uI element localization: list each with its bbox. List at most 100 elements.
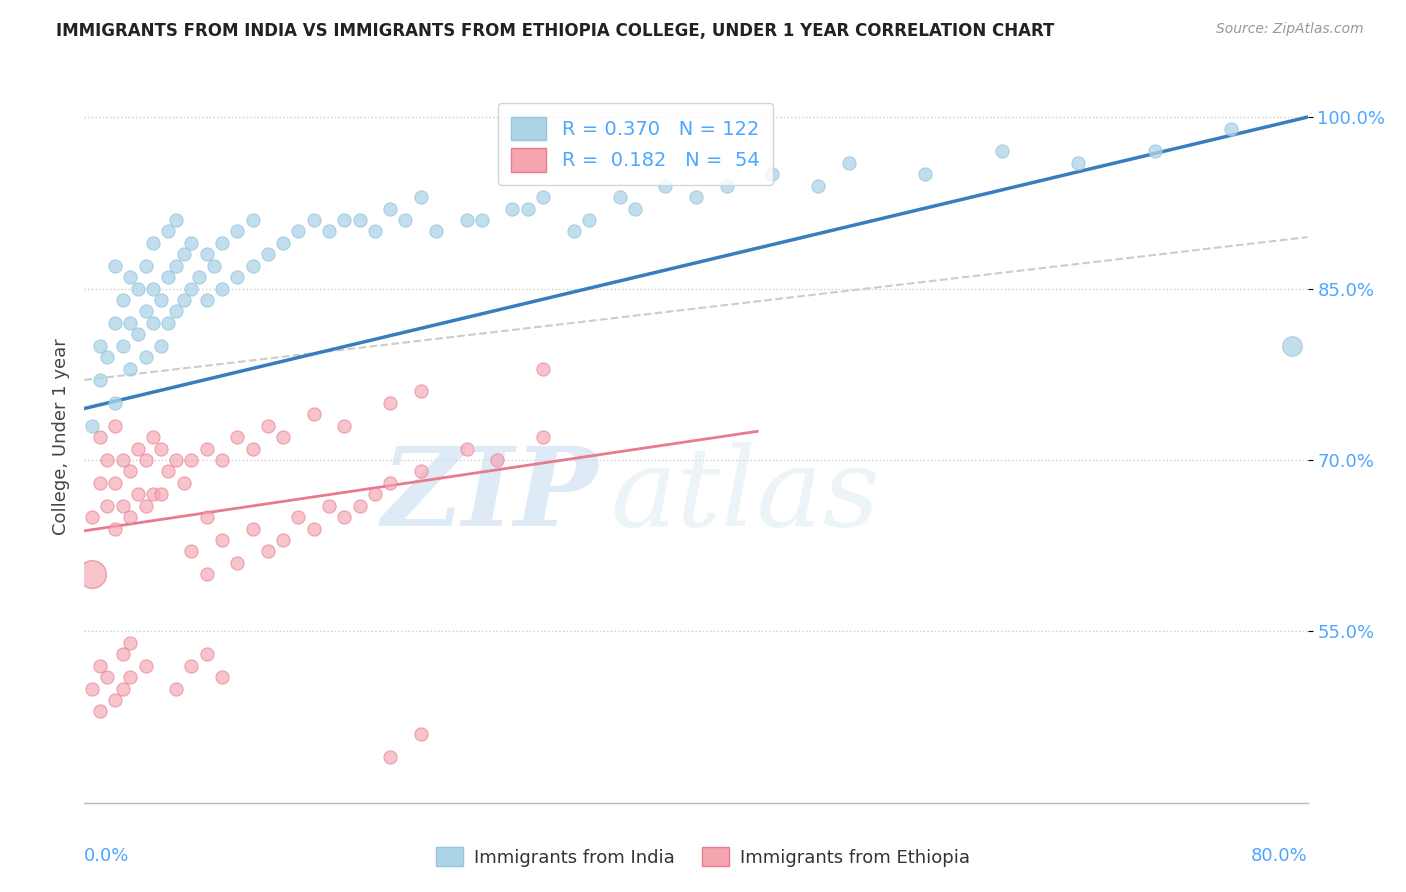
Point <box>716 178 738 193</box>
Point <box>135 259 157 273</box>
Point <box>89 658 111 673</box>
Point <box>211 235 233 250</box>
Point <box>96 670 118 684</box>
Point <box>149 487 172 501</box>
Point <box>318 224 340 238</box>
Point <box>364 487 387 501</box>
Point <box>127 281 149 295</box>
Point <box>180 235 202 250</box>
Point <box>380 750 402 764</box>
Point <box>157 316 180 330</box>
Point <box>242 521 264 535</box>
Point <box>135 499 157 513</box>
Point <box>271 430 294 444</box>
Point <box>149 442 172 456</box>
Point <box>302 213 325 227</box>
Point <box>149 293 172 307</box>
Point <box>173 293 195 307</box>
Point <box>531 430 554 444</box>
Point <box>226 270 249 285</box>
Point <box>456 442 478 456</box>
Point <box>195 647 218 661</box>
Point <box>111 681 134 696</box>
Point <box>333 510 356 524</box>
Point <box>135 350 157 364</box>
Point <box>180 544 202 558</box>
Point <box>1281 338 1303 352</box>
Point <box>211 281 233 295</box>
Point <box>89 338 111 352</box>
Point <box>991 145 1014 159</box>
Point <box>157 224 180 238</box>
Point <box>654 178 676 193</box>
Point <box>211 533 233 547</box>
Point <box>104 475 127 490</box>
Point <box>531 190 554 204</box>
Point <box>578 213 600 227</box>
Point <box>380 475 402 490</box>
Point <box>195 442 218 456</box>
Point <box>165 453 187 467</box>
Point <box>142 235 165 250</box>
Point <box>609 190 631 204</box>
Text: Source: ZipAtlas.com: Source: ZipAtlas.com <box>1216 22 1364 37</box>
Point <box>1220 121 1243 136</box>
Point <box>333 418 356 433</box>
Point <box>104 259 127 273</box>
Point <box>173 247 195 261</box>
Point <box>807 178 830 193</box>
Point <box>111 453 134 467</box>
Point <box>226 430 249 444</box>
Point <box>127 442 149 456</box>
Point <box>165 259 187 273</box>
Point <box>242 259 264 273</box>
Point <box>333 213 356 227</box>
Point <box>1067 156 1090 170</box>
Text: IMMIGRANTS FROM INDIA VS IMMIGRANTS FROM ETHIOPIA COLLEGE, UNDER 1 YEAR CORRELAT: IMMIGRANTS FROM INDIA VS IMMIGRANTS FROM… <box>56 22 1054 40</box>
Point <box>242 213 264 227</box>
Point <box>302 407 325 421</box>
Point <box>409 727 432 741</box>
Point <box>914 167 936 181</box>
Point <box>142 281 165 295</box>
Point <box>349 499 371 513</box>
Point <box>96 350 118 364</box>
Legend: R = 0.370   N = 122, R =  0.182   N =  54: R = 0.370 N = 122, R = 0.182 N = 54 <box>498 103 773 186</box>
Point <box>180 281 202 295</box>
Point <box>96 453 118 467</box>
Point <box>471 213 494 227</box>
Point <box>226 224 249 238</box>
Point <box>89 705 111 719</box>
Text: 80.0%: 80.0% <box>1251 847 1308 864</box>
Point <box>188 270 211 285</box>
Point <box>120 361 142 376</box>
Point <box>165 681 187 696</box>
Point <box>104 316 127 330</box>
Point <box>502 202 524 216</box>
Point <box>242 442 264 456</box>
Point <box>104 521 127 535</box>
Point <box>89 373 111 387</box>
Point <box>165 213 187 227</box>
Point <box>80 510 103 524</box>
Point <box>394 213 416 227</box>
Point <box>456 213 478 227</box>
Point <box>409 190 432 204</box>
Point <box>120 270 142 285</box>
Point <box>142 430 165 444</box>
Point <box>120 316 142 330</box>
Point <box>149 338 172 352</box>
Point <box>142 487 165 501</box>
Point <box>287 224 309 238</box>
Point <box>89 475 111 490</box>
Point <box>257 247 280 261</box>
Point <box>562 224 585 238</box>
Point <box>380 396 402 410</box>
Point <box>80 681 103 696</box>
Point <box>111 293 134 307</box>
Text: atlas: atlas <box>610 442 880 549</box>
Point <box>624 202 647 216</box>
Legend: Immigrants from India, Immigrants from Ethiopia: Immigrants from India, Immigrants from E… <box>429 840 977 874</box>
Point <box>120 464 142 478</box>
Point <box>157 270 180 285</box>
